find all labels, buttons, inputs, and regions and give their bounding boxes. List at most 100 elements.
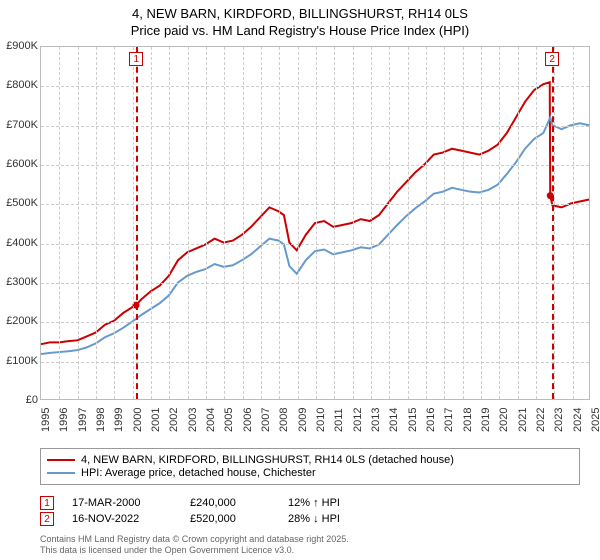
x-tick-label: 2004 [205,408,217,432]
y-gridline [41,362,589,363]
x-tick-label: 2005 [223,408,235,432]
x-tick-label: 2002 [168,408,180,432]
sale-row: 1 17-MAR-2000 £240,000 12% ↑ HPI [40,496,580,510]
y-gridline [41,165,589,166]
y-gridline [41,322,589,323]
y-tick-label: £600K [6,158,38,170]
x-gridline [279,47,280,399]
x-gridline [59,47,60,399]
x-gridline [389,47,390,399]
x-gridline [96,47,97,399]
x-tick-label: 2019 [480,408,492,432]
x-gridline [499,47,500,399]
x-gridline [481,47,482,399]
x-gridline [206,47,207,399]
x-tick-label: 2008 [278,408,290,432]
footer-attribution: Contains HM Land Registry data © Crown c… [40,534,349,556]
x-axis: 1995199619971998199920002001200220032004… [40,400,590,444]
legend-row: HPI: Average price, detached house, Chic… [47,467,573,479]
sale-row-marker: 1 [40,496,54,510]
sale-marker-line [136,47,138,399]
title-line-2: Price paid vs. HM Land Registry's House … [0,23,600,40]
x-tick-label: 1998 [95,408,107,432]
sale-marker-box: 2 [545,52,559,66]
chart-title: 4, NEW BARN, KIRDFORD, BILLINGSHURST, RH… [0,0,600,42]
x-tick-label: 2018 [462,408,474,432]
title-line-1: 4, NEW BARN, KIRDFORD, BILLINGSHURST, RH… [0,6,600,23]
x-tick-label: 2010 [315,408,327,432]
x-gridline [444,47,445,399]
sale-date: 17-MAR-2000 [72,497,172,509]
y-gridline [41,244,589,245]
chart-container: 4, NEW BARN, KIRDFORD, BILLINGSHURST, RH… [0,0,600,560]
x-tick-label: 2006 [242,408,254,432]
x-gridline [298,47,299,399]
y-tick-label: £300K [6,276,38,288]
sale-diff: 12% ↑ HPI [288,497,378,509]
x-gridline [426,47,427,399]
y-tick-label: £900K [6,40,38,52]
y-tick-label: £0 [26,394,38,406]
x-tick-label: 2017 [443,408,455,432]
y-tick-label: £500K [6,197,38,209]
x-gridline [518,47,519,399]
x-gridline [188,47,189,399]
legend-swatch [47,472,75,474]
x-tick-label: 2014 [388,408,400,432]
x-gridline [316,47,317,399]
legend-label: HPI: Average price, detached house, Chic… [81,467,316,479]
x-gridline [353,47,354,399]
x-gridline [151,47,152,399]
y-tick-label: £200K [6,315,38,327]
x-gridline [536,47,537,399]
x-gridline [114,47,115,399]
sale-row: 216-NOV-2022£520,00028% ↓ HPI [40,512,580,526]
y-gridline [41,86,589,87]
sale-price: £240,000 [190,497,270,509]
y-gridline [41,204,589,205]
x-tick-label: 1997 [77,408,89,432]
x-tick-label: 2015 [407,408,419,432]
y-tick-label: £700K [6,119,38,131]
x-tick-label: 2011 [333,408,345,432]
x-tick-label: 1999 [113,408,125,432]
x-gridline [371,47,372,399]
footer-line-1: Contains HM Land Registry data © Crown c… [40,534,349,545]
x-tick-label: 2012 [352,408,364,432]
x-tick-label: 2009 [297,408,309,432]
x-gridline [243,47,244,399]
y-axis: £0£100K£200K£300K£400K£500K£600K£700K£80… [0,46,40,400]
sale-marker-box: 1 [129,52,143,66]
sale-date: 16-NOV-2022 [72,513,172,525]
series-line [41,117,589,354]
sale-diff: 28% ↓ HPI [288,513,378,525]
x-tick-label: 2003 [187,408,199,432]
legend-row: 4, NEW BARN, KIRDFORD, BILLINGSHURST, RH… [47,454,573,466]
x-tick-label: 2021 [517,408,529,432]
series-line [41,82,589,344]
x-gridline [554,47,555,399]
x-gridline [334,47,335,399]
x-tick-label: 2007 [260,408,272,432]
x-gridline [78,47,79,399]
legend: 4, NEW BARN, KIRDFORD, BILLINGSHURST, RH… [40,448,580,485]
x-tick-label: 2024 [572,408,584,432]
x-gridline [261,47,262,399]
x-gridline [463,47,464,399]
x-tick-label: 1996 [58,408,70,432]
x-tick-label: 2016 [425,408,437,432]
x-tick-label: 2013 [370,408,382,432]
y-tick-label: £400K [6,237,38,249]
y-tick-label: £800K [6,79,38,91]
x-gridline [169,47,170,399]
legend-swatch [47,459,75,461]
plot-area: 12 [40,46,590,400]
x-tick-label: 2022 [535,408,547,432]
x-tick-label: 2023 [553,408,565,432]
legend-label: 4, NEW BARN, KIRDFORD, BILLINGSHURST, RH… [81,454,454,466]
x-tick-label: 2020 [498,408,510,432]
x-tick-label: 2001 [150,408,162,432]
x-gridline [133,47,134,399]
y-gridline [41,283,589,284]
chart-lines [41,47,589,399]
